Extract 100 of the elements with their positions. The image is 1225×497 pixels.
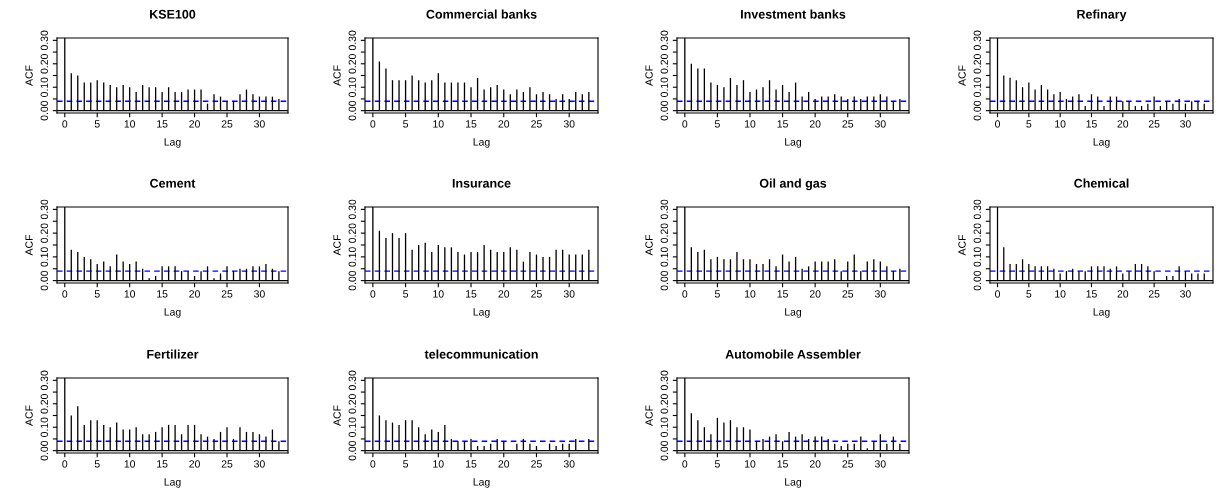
x-axis-title: Lag <box>164 308 181 318</box>
y-tick-label: 0.10 <box>348 417 356 437</box>
y-tick-label: 0.30 <box>40 199 48 220</box>
x-tick-label: 15 <box>157 290 168 298</box>
y-axis-title: ACF <box>333 235 341 256</box>
y-tick-label: 0.30 <box>973 30 981 51</box>
x-tick-label: 0 <box>370 120 376 128</box>
x-tick-label: 0 <box>682 460 688 468</box>
x-tick-label: 15 <box>466 290 477 298</box>
x-tick-label: 10 <box>744 120 756 128</box>
y-tick-label: 0.30 <box>660 30 668 51</box>
x-tick-label: 20 <box>809 290 821 298</box>
x-tick-label: 25 <box>1148 120 1160 128</box>
x-tick-label: 30 <box>254 120 265 128</box>
chart-title: Chemical <box>1074 178 1129 188</box>
x-tick-label: 20 <box>1117 290 1129 298</box>
y-tick-label: 0.20 <box>348 54 356 74</box>
x-axis-title: Lag <box>164 138 181 148</box>
x-axis-title: Lag <box>473 478 490 488</box>
x-tick-label: 10 <box>124 120 136 128</box>
chart-title: telecommunication <box>424 349 538 359</box>
x-tick-label: 10 <box>433 290 444 298</box>
x-tick-label: 5 <box>94 290 100 298</box>
x-tick-label: 30 <box>1180 290 1191 298</box>
y-tick-label: 0.00 <box>348 440 356 461</box>
x-tick-label: 20 <box>1117 120 1129 128</box>
x-tick-label: 20 <box>809 120 821 128</box>
y-tick-label: 0.10 <box>973 77 981 97</box>
chart-title: Investment banks <box>741 9 846 19</box>
y-tick-label: 0.10 <box>348 77 356 97</box>
x-tick-label: 0 <box>682 290 688 298</box>
x-tick-label: 10 <box>124 460 136 468</box>
x-tick-label: 0 <box>370 460 376 468</box>
x-axis-title: Lag <box>785 138 802 148</box>
chart-title: Oil and gas <box>759 178 827 191</box>
y-tick-label: 0.30 <box>348 199 356 220</box>
y-axis-title: ACF <box>333 405 341 426</box>
y-tick-label: 0.10 <box>660 247 668 267</box>
x-tick-label: 25 <box>221 290 233 298</box>
x-tick-label: 25 <box>221 460 233 468</box>
x-axis-title: Lag <box>1093 138 1110 148</box>
x-tick-label: 15 <box>777 290 788 298</box>
y-axis-title: ACF <box>645 235 653 256</box>
x-tick-label: 0 <box>682 120 688 128</box>
y-tick-label: 0.10 <box>40 77 48 97</box>
x-tick-label: 30 <box>254 460 265 468</box>
chart-title: Cement <box>150 178 196 188</box>
y-tick-label: 0.30 <box>973 199 981 220</box>
x-tick-label: 10 <box>1055 290 1066 298</box>
x-tick-label: 15 <box>777 460 788 468</box>
y-tick-label: 0.10 <box>40 417 48 437</box>
chart-title: KSE100 <box>150 9 196 19</box>
x-tick-label: 20 <box>498 120 510 128</box>
x-tick-label: 5 <box>94 120 100 128</box>
y-tick-label: 0.30 <box>348 370 356 391</box>
chart-title: Automobile Assembler <box>725 349 861 359</box>
y-axis-title: ACF <box>25 65 33 86</box>
x-tick-label: 0 <box>62 460 68 468</box>
y-tick-label: 0.00 <box>348 270 356 291</box>
x-tick-label: 10 <box>124 290 136 298</box>
x-tick-label: 5 <box>403 290 409 298</box>
x-tick-label: 20 <box>189 290 200 298</box>
x-tick-label: 5 <box>714 290 720 298</box>
y-tick-label: 0.00 <box>973 100 981 121</box>
x-tick-label: 15 <box>1086 290 1097 298</box>
x-tick-label: 5 <box>1026 290 1032 298</box>
x-tick-label: 20 <box>809 460 821 468</box>
x-tick-label: 30 <box>563 290 575 298</box>
x-tick-label: 30 <box>563 120 575 128</box>
x-tick-label: 0 <box>62 290 68 298</box>
x-tick-label: 30 <box>874 460 886 468</box>
y-tick-label: 0.00 <box>348 100 356 121</box>
chart-title: Refinary <box>1077 9 1127 22</box>
y-tick-label: 0.30 <box>40 370 48 391</box>
x-tick-label: 20 <box>189 460 200 468</box>
y-axis-title: ACF <box>645 405 653 426</box>
y-tick-label: 0.20 <box>660 394 668 414</box>
y-tick-label: 0.20 <box>660 54 668 74</box>
x-axis-title: Lag <box>473 308 490 318</box>
y-tick-label: 0.30 <box>660 199 668 220</box>
x-tick-label: 20 <box>189 120 200 128</box>
x-tick-label: 30 <box>254 290 265 298</box>
x-tick-label: 5 <box>1026 120 1032 128</box>
y-tick-label: 0.10 <box>660 417 668 437</box>
y-tick-label: 0.30 <box>40 30 48 51</box>
y-axis-title: ACF <box>958 235 966 256</box>
x-tick-label: 5 <box>714 120 720 128</box>
y-tick-label: 0.20 <box>973 223 981 243</box>
x-tick-label: 25 <box>531 120 542 128</box>
x-tick-label: 25 <box>531 460 542 468</box>
x-tick-label: 10 <box>744 290 756 298</box>
y-tick-label: 0.00 <box>660 440 668 461</box>
x-tick-label: 10 <box>433 460 444 468</box>
x-tick-label: 20 <box>498 460 510 468</box>
y-tick-label: 0.20 <box>40 394 48 414</box>
y-tick-label: 0.30 <box>660 370 668 391</box>
x-tick-label: 30 <box>874 120 886 128</box>
y-tick-label: 0.20 <box>660 223 668 243</box>
x-axis-title: Lag <box>473 138 490 148</box>
x-tick-label: 10 <box>744 460 756 468</box>
